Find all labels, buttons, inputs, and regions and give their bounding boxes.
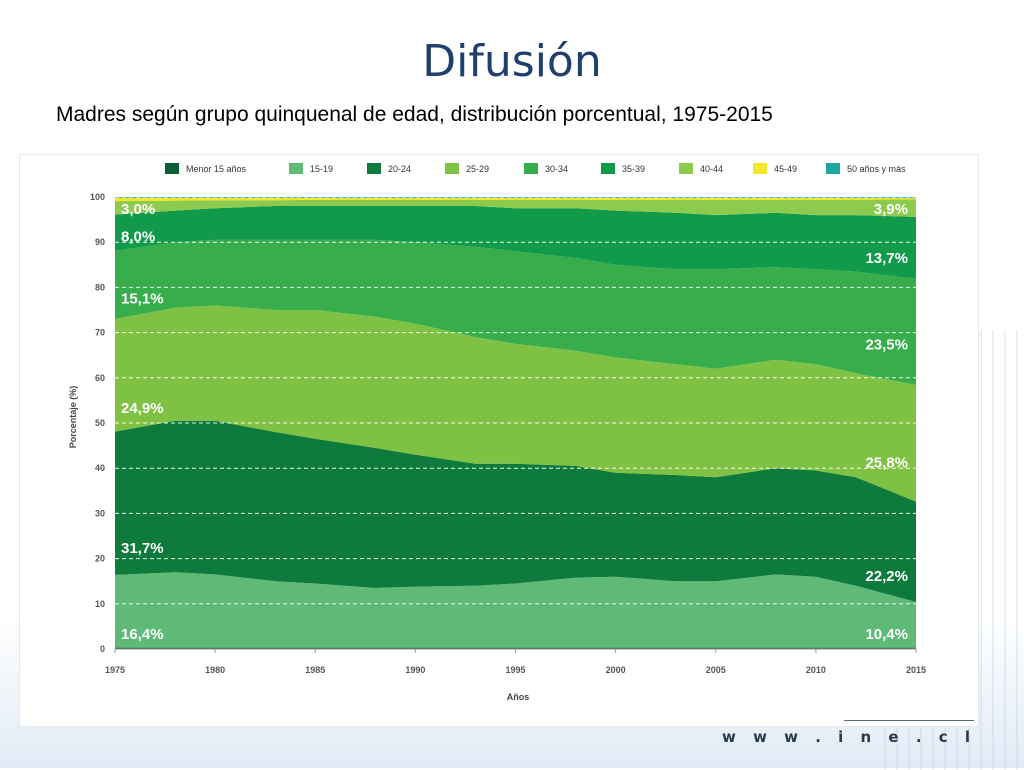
area-25-29: [115, 305, 916, 502]
x-tick-label: 1990: [405, 665, 425, 675]
y-tick-label: 70: [95, 328, 105, 338]
legend-label-menor-15-a-os: Menor 15 años: [186, 164, 247, 174]
legend-swatch-15-19: [289, 163, 303, 174]
y-tick-label: 30: [95, 508, 105, 518]
legend-swatch-30-34: [524, 163, 538, 174]
legend-label-45-49: 45-49: [774, 164, 797, 174]
x-tick-label: 1985: [305, 665, 325, 675]
y-tick-label: 20: [95, 554, 105, 564]
y-tick-label: 40: [95, 463, 105, 473]
legend-swatch-50-a-os-y-m-s: [826, 163, 840, 174]
footer-rule: [844, 720, 974, 721]
legend-swatch-menor-15-a-os: [165, 163, 179, 174]
footer-url: w w w . i n e . c l: [722, 728, 976, 746]
area-15-19: [115, 572, 916, 648]
legend-label-25-29: 25-29: [466, 164, 489, 174]
y-tick-label: 10: [95, 599, 105, 609]
data-label: 31,7%: [121, 540, 164, 557]
legend-swatch-20-24: [367, 163, 381, 174]
slide-subtitle: Madres según grupo quinquenal de edad, d…: [56, 103, 773, 126]
y-tick-label: 0: [100, 644, 105, 654]
stacked-area-chart: 0 10 20 30 40 50 60 70 80 90 100 1975 1980 1985 1990 19…: [68, 163, 926, 702]
area-20-24: [115, 420, 916, 602]
chart-gridlines: [115, 196, 916, 605]
chart-legend: Menor 15 años 15-19 20-24 25-29 30-34 35-39 40…: [165, 163, 906, 174]
data-label: 23,5%: [865, 336, 908, 353]
y-tick-label: 50: [95, 418, 105, 428]
chart-axes: 0 10 20 30 40 50 60 70 80 90 100 1975 1980 1985 1990 19…: [90, 192, 926, 675]
data-label: 3,9%: [874, 201, 908, 218]
x-axis-label: Años: [507, 692, 530, 702]
y-tick-label: 60: [95, 373, 105, 383]
chart-annotations: 3,0% 8,0% 15,1% 24,9% 31,7% 16,4% 3,9% 13,7% 23,…: [121, 201, 908, 643]
x-tick-label: 2000: [606, 665, 626, 675]
legend-label-50-a-os-y-m-s: 50 años y más: [847, 164, 906, 174]
data-label: 24,9%: [121, 400, 164, 417]
x-tick-label: 1980: [205, 665, 225, 675]
area-30-34: [115, 239, 916, 385]
x-tick-label: 2015: [906, 665, 926, 675]
legend-swatch-25-29: [445, 163, 459, 174]
area-45-49: [115, 197, 916, 202]
data-label: 16,4%: [121, 626, 164, 643]
chart-panel: 0 10 20 30 40 50 60 70 80 90 100 1975 1980 1985 1990 19…: [20, 155, 978, 726]
data-label: 3,0%: [121, 201, 155, 218]
x-tick-label: 1975: [105, 665, 125, 675]
legend-label-15-19: 15-19: [310, 164, 333, 174]
x-tick-label: 2010: [806, 665, 826, 675]
data-label: 13,7%: [865, 250, 908, 267]
legend-swatch-45-49: [753, 163, 767, 174]
legend-label-30-34: 30-34: [545, 164, 568, 174]
data-label: 10,4%: [865, 626, 908, 643]
data-label: 25,8%: [865, 454, 908, 471]
legend-label-35-39: 35-39: [622, 164, 645, 174]
y-tick-label: 100: [90, 192, 105, 202]
data-label: 15,1%: [121, 290, 164, 307]
y-axis-label: Porcentaje (%): [68, 386, 78, 449]
y-tick-label: 90: [95, 237, 105, 247]
legend-label-20-24: 20-24: [388, 164, 411, 174]
chart-areas: [115, 197, 916, 649]
data-label: 8,0%: [121, 228, 155, 245]
legend-swatch-35-39: [601, 163, 615, 174]
legend-label-40-44: 40-44: [700, 164, 723, 174]
slide-title: Difusión: [422, 36, 602, 87]
area-40-44: [115, 199, 916, 217]
x-tick-label: 1995: [505, 665, 525, 675]
x-tick-label: 2005: [706, 665, 726, 675]
data-label: 22,2%: [865, 568, 908, 585]
y-tick-label: 80: [95, 282, 105, 292]
legend-swatch-40-44: [679, 163, 693, 174]
